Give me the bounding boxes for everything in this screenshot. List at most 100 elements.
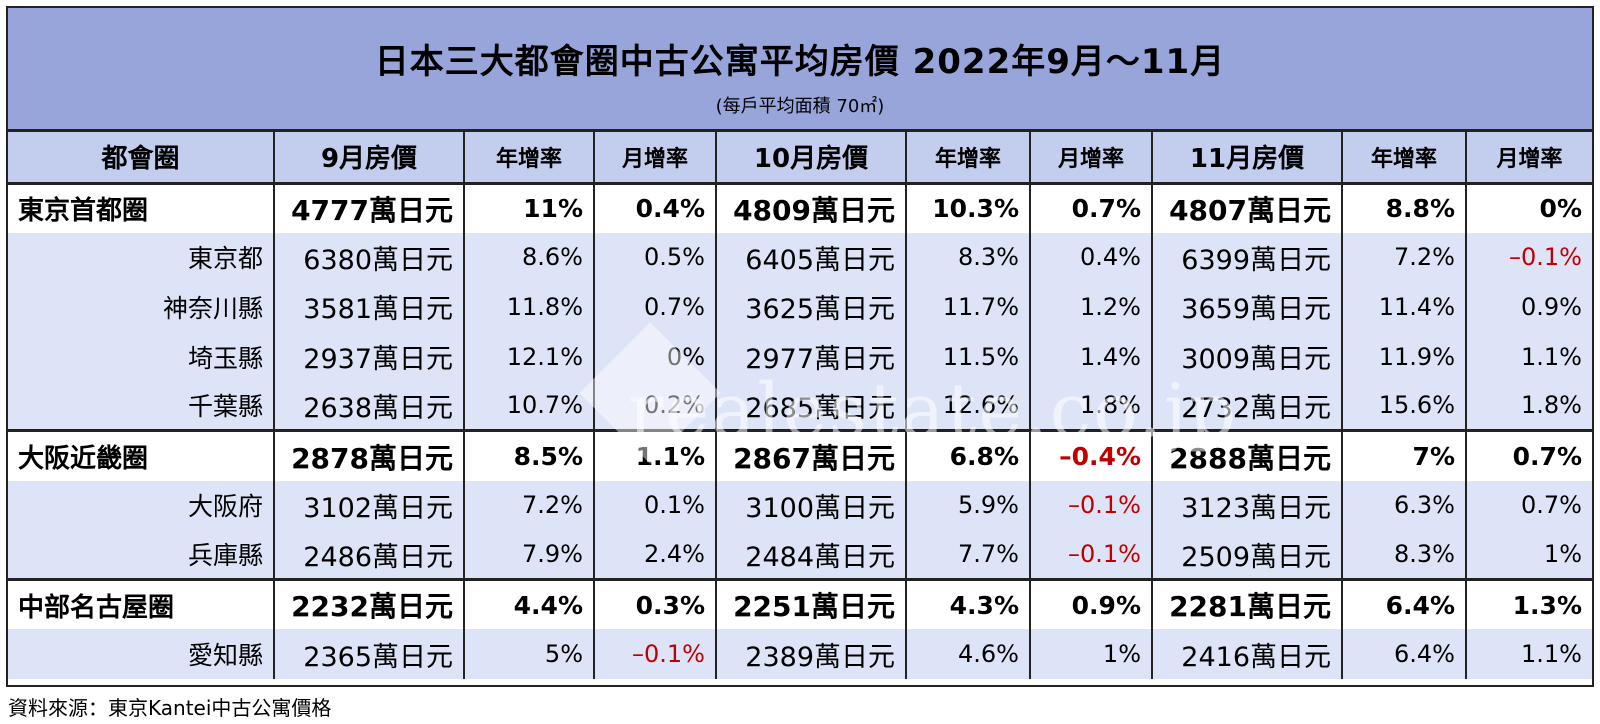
rate-cell: 7.2% bbox=[464, 480, 595, 531]
row-label: 神奈川縣 bbox=[8, 282, 275, 332]
table-row: 埼玉縣 2937萬日元 12.1% 0% 2977萬日元 11.5% 1.4% 3009萬日元… bbox=[8, 331, 1592, 382]
rate-cell: 7.2% bbox=[1342, 232, 1467, 283]
rate-cell: 6.4% bbox=[1342, 629, 1467, 679]
rate-cell: 11.9% bbox=[1342, 331, 1467, 382]
chart-subtitle: (每戶平均面積 70㎡) bbox=[715, 96, 885, 117]
row-label: 埼玉縣 bbox=[8, 331, 275, 382]
price-cell: 2685萬日元 bbox=[716, 381, 907, 431]
row-label: 兵庫縣 bbox=[8, 530, 275, 580]
column-header-8: 年增率 bbox=[1342, 132, 1467, 185]
rate-cell: 4.6% bbox=[906, 629, 1031, 679]
price-cell: 4807萬日元 bbox=[1152, 183, 1343, 233]
rate-cell: 1.3% bbox=[1466, 578, 1592, 630]
table-row: 愛知縣 2365萬日元 5% –0.1% 2389萬日元 4.6% 1% 2416萬日元 6.4… bbox=[8, 629, 1592, 679]
rate-cell: –0.1% bbox=[594, 629, 717, 679]
rate-cell: –0.1% bbox=[1466, 232, 1592, 283]
column-header-2: 年增率 bbox=[464, 132, 595, 185]
table-row: 中部名古屋圈 2232萬日元 4.4% 0.3% 2251萬日元 4.3% 0.9% 2281… bbox=[8, 578, 1592, 630]
price-cell: 6399萬日元 bbox=[1152, 232, 1343, 283]
price-cell: 2232萬日元 bbox=[274, 578, 465, 630]
rate-cell: 10.7% bbox=[464, 381, 595, 431]
rate-cell: 12.6% bbox=[906, 381, 1031, 431]
rate-cell: 0.7% bbox=[1466, 429, 1592, 481]
price-cell: 2416萬日元 bbox=[1152, 629, 1343, 679]
price-cell: 3100萬日元 bbox=[716, 480, 907, 531]
rate-cell: 6.8% bbox=[906, 429, 1031, 481]
price-cell: 3581萬日元 bbox=[274, 282, 465, 332]
rate-cell: 1.2% bbox=[1030, 282, 1153, 332]
rate-cell: –0.4% bbox=[1030, 429, 1153, 481]
rate-cell: 1.8% bbox=[1466, 381, 1592, 431]
header-row: 都會圈 9月房價 年增率 月增率 10月房價 年增率 月增率 11月房價 年增率 月增率 bbox=[8, 132, 1592, 185]
price-cell: 2867萬日元 bbox=[716, 429, 907, 481]
rate-cell: 1.1% bbox=[1466, 331, 1592, 382]
rate-cell: 1% bbox=[1030, 629, 1153, 679]
column-header-0: 都會圈 bbox=[8, 132, 275, 185]
table-body: 東京首都圈 4777萬日元 11% 0.4% 4809萬日元 10.3% 0.7% 4807萬… bbox=[8, 183, 1592, 679]
row-label: 東京都 bbox=[8, 232, 275, 283]
rate-cell: 1.4% bbox=[1030, 331, 1153, 382]
price-cell: 6405萬日元 bbox=[716, 232, 907, 283]
rate-cell: 11.8% bbox=[464, 282, 595, 332]
price-cell: 2509萬日元 bbox=[1152, 530, 1343, 580]
column-header-5: 年增率 bbox=[906, 132, 1031, 185]
price-cell: 2281萬日元 bbox=[1152, 578, 1343, 630]
price-cell: 6380萬日元 bbox=[274, 232, 465, 283]
column-header-7: 11月房價 bbox=[1152, 132, 1343, 185]
rate-cell: 10.3% bbox=[906, 183, 1031, 233]
table-row: 東京首都圈 4777萬日元 11% 0.4% 4809萬日元 10.3% 0.7% 4807萬… bbox=[8, 183, 1592, 233]
rate-cell: 8.3% bbox=[1342, 530, 1467, 580]
price-table: 都會圈 9月房價 年增率 月增率 10月房價 年增率 月增率 11月房價 年增率 月增率 東京首都… bbox=[8, 132, 1592, 679]
column-header-1: 9月房價 bbox=[274, 132, 465, 185]
column-header-4: 10月房價 bbox=[716, 132, 907, 185]
rate-cell: 0.1% bbox=[594, 480, 717, 531]
rate-cell: 0.7% bbox=[1030, 183, 1153, 233]
rate-cell: 1.1% bbox=[594, 429, 717, 481]
price-cell: 3009萬日元 bbox=[1152, 331, 1343, 382]
row-label: 中部名古屋圈 bbox=[8, 578, 275, 630]
rate-cell: 0% bbox=[1466, 183, 1592, 233]
rate-cell: 6.4% bbox=[1342, 578, 1467, 630]
table-row: 大阪近畿圈 2878萬日元 8.5% 1.1% 2867萬日元 6.8% –0.4% 2888… bbox=[8, 429, 1592, 481]
column-header-9: 月增率 bbox=[1466, 132, 1592, 185]
table-row: 千葉縣 2638萬日元 10.7% 0.2% 2685萬日元 12.6% 1.8% 2732萬… bbox=[8, 381, 1592, 431]
rate-cell: 11.7% bbox=[906, 282, 1031, 332]
price-cell: 2486萬日元 bbox=[274, 530, 465, 580]
rate-cell: 0.3% bbox=[594, 578, 717, 630]
price-cell: 2937萬日元 bbox=[274, 331, 465, 382]
rate-cell: 11.5% bbox=[906, 331, 1031, 382]
price-cell: 2251萬日元 bbox=[716, 578, 907, 630]
rate-cell: 12.1% bbox=[464, 331, 595, 382]
rate-cell: 15.6% bbox=[1342, 381, 1467, 431]
rate-cell: 6.3% bbox=[1342, 480, 1467, 531]
price-cell: 2977萬日元 bbox=[716, 331, 907, 382]
price-cell: 2484萬日元 bbox=[716, 530, 907, 580]
rate-cell: 11.4% bbox=[1342, 282, 1467, 332]
rate-cell: 1.1% bbox=[1466, 629, 1592, 679]
price-cell: 2732萬日元 bbox=[1152, 381, 1343, 431]
price-cell: 3102萬日元 bbox=[274, 480, 465, 531]
rate-cell: –0.1% bbox=[1030, 480, 1153, 531]
rate-cell: –0.1% bbox=[1030, 530, 1153, 580]
rate-cell: 4.3% bbox=[906, 578, 1031, 630]
row-label: 東京首都圈 bbox=[8, 183, 275, 233]
rate-cell: 4.4% bbox=[464, 578, 595, 630]
source-note: 資料來源：東京Kantei中古公寓價格 bbox=[8, 696, 332, 720]
table-row: 大阪府 3102萬日元 7.2% 0.1% 3100萬日元 5.9% –0.1% 3123萬日… bbox=[8, 480, 1592, 531]
price-cell: 4777萬日元 bbox=[274, 183, 465, 233]
rate-cell: 8.5% bbox=[464, 429, 595, 481]
price-cell: 4809萬日元 bbox=[716, 183, 907, 233]
chart-title: 日本三大都會圈中古公寓平均房價 2022年9月～11月 bbox=[374, 42, 1226, 82]
column-header-6: 月增率 bbox=[1030, 132, 1153, 185]
rate-cell: 0.7% bbox=[594, 282, 717, 332]
row-label: 大阪近畿圈 bbox=[8, 429, 275, 481]
table-row: 神奈川縣 3581萬日元 11.8% 0.7% 3625萬日元 11.7% 1.2% 3659… bbox=[8, 282, 1592, 332]
rate-cell: 0.5% bbox=[594, 232, 717, 283]
row-label: 千葉縣 bbox=[8, 381, 275, 431]
rate-cell: 8.3% bbox=[906, 232, 1031, 283]
table-row: 東京都 6380萬日元 8.6% 0.5% 6405萬日元 8.3% 0.4% 6399萬日元… bbox=[8, 232, 1592, 283]
rate-cell: 1% bbox=[1466, 530, 1592, 580]
price-cell: 2638萬日元 bbox=[274, 381, 465, 431]
rate-cell: 0.4% bbox=[594, 183, 717, 233]
rate-cell: 7.7% bbox=[906, 530, 1031, 580]
